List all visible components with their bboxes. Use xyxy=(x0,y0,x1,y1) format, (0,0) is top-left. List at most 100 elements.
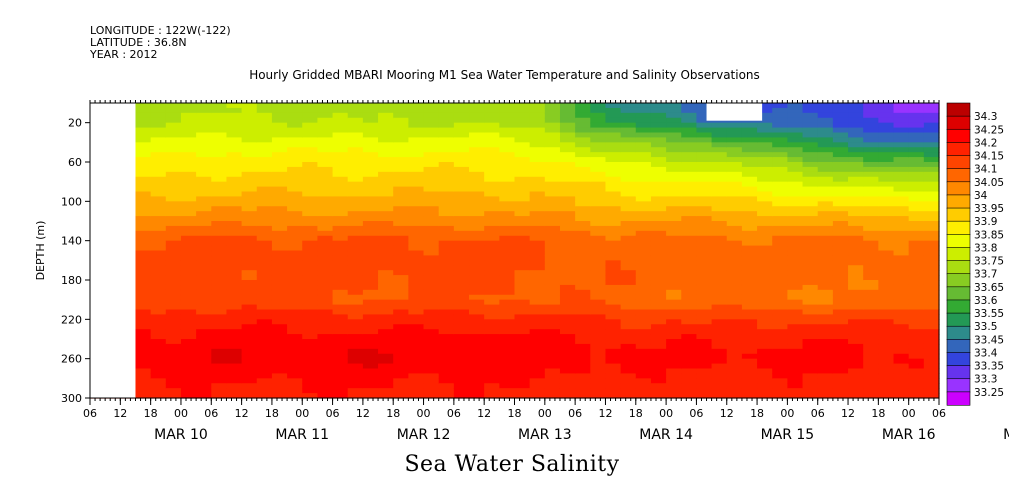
heatmap-cell xyxy=(514,294,531,301)
heatmap-cell xyxy=(332,181,349,188)
heatmap-cell xyxy=(650,309,667,316)
heatmap-cell xyxy=(302,363,319,370)
heatmap-cell xyxy=(165,107,182,114)
heatmap-cell xyxy=(241,211,258,217)
heatmap-cell xyxy=(757,206,773,212)
x-hour-label: 18 xyxy=(144,407,158,420)
heatmap-cell xyxy=(226,206,243,212)
heatmap-cell xyxy=(256,368,273,375)
heatmap-cell xyxy=(757,171,773,178)
heatmap-cell xyxy=(241,265,258,271)
heatmap-cell xyxy=(544,260,561,266)
heatmap-cell xyxy=(620,294,637,301)
heatmap-cell xyxy=(741,368,758,375)
heatmap-cell xyxy=(787,166,804,173)
heatmap-cell xyxy=(347,186,364,193)
heatmap-cell xyxy=(180,250,197,257)
heatmap-cell xyxy=(681,152,698,158)
heatmap-cell xyxy=(923,255,940,261)
heatmap-cell xyxy=(863,319,879,325)
heatmap-cell xyxy=(165,221,182,227)
heatmap-cell xyxy=(666,373,682,379)
heatmap-cell xyxy=(666,334,682,340)
heatmap-cell xyxy=(620,319,637,325)
heatmap-cell xyxy=(332,196,349,202)
heatmap-cell xyxy=(453,176,470,183)
heatmap-cell xyxy=(848,393,864,399)
heatmap-cell xyxy=(923,117,940,124)
heatmap-cell xyxy=(878,270,895,276)
heatmap-cell xyxy=(908,245,925,252)
heatmap-cell xyxy=(772,112,788,119)
heatmap-cell xyxy=(196,245,212,252)
heatmap-cell xyxy=(696,103,713,109)
heatmap-cell xyxy=(863,152,879,158)
heatmap-cell xyxy=(757,191,773,198)
heatmap-cell xyxy=(271,343,288,350)
heatmap-cell xyxy=(650,230,667,237)
heatmap-cell xyxy=(802,373,819,379)
heatmap-cell xyxy=(878,162,895,168)
heatmap-cell xyxy=(514,319,531,325)
heatmap-cell xyxy=(393,270,409,276)
heatmap-cell xyxy=(893,112,910,119)
heatmap-cell xyxy=(393,309,409,316)
heatmap-cell xyxy=(499,294,516,301)
heatmap-cell xyxy=(317,132,334,139)
heatmap-cell xyxy=(271,191,288,198)
heatmap-cell xyxy=(241,112,258,119)
heatmap-cell xyxy=(408,260,425,266)
x-date-label: MAR 13 xyxy=(518,427,572,443)
heatmap-cell xyxy=(757,339,773,345)
heatmap-cell xyxy=(362,211,379,217)
heatmap-cell xyxy=(590,255,607,261)
heatmap-cell xyxy=(908,309,925,316)
heatmap-cell xyxy=(878,319,895,325)
heatmap-cell xyxy=(787,324,804,330)
heatmap-cell xyxy=(438,280,455,286)
heatmap-cell xyxy=(590,383,607,389)
heatmap-cell xyxy=(347,107,364,114)
heatmap-cell xyxy=(741,260,758,266)
heatmap-cell xyxy=(863,343,879,350)
heatmap-cell xyxy=(711,275,728,281)
heatmap-cell xyxy=(878,260,895,266)
heatmap-cell xyxy=(453,260,470,266)
heatmap-cell xyxy=(650,147,667,153)
heatmap-cell xyxy=(575,275,591,281)
heatmap-cell xyxy=(544,147,561,153)
heatmap-cell xyxy=(908,107,925,114)
heatmap-cell xyxy=(590,314,607,320)
heatmap-cell xyxy=(848,240,864,247)
heatmap-cell xyxy=(681,265,698,271)
heatmap-cell xyxy=(499,191,516,198)
heatmap-cell xyxy=(923,343,940,350)
heatmap-cell xyxy=(575,186,591,193)
heatmap-cell xyxy=(408,216,425,222)
heatmap-cell xyxy=(378,319,394,325)
heatmap-cell xyxy=(529,299,546,306)
heatmap-cell xyxy=(484,132,500,139)
heatmap-cell xyxy=(514,339,531,345)
heatmap-cell xyxy=(635,353,652,360)
heatmap-cell xyxy=(681,216,698,222)
heatmap-cell xyxy=(544,171,561,178)
heatmap-cell xyxy=(787,191,804,198)
heatmap-cell xyxy=(135,122,152,129)
heatmap-cell xyxy=(393,255,409,261)
heatmap-cell xyxy=(605,186,622,193)
heatmap-cell xyxy=(150,122,167,129)
heatmap-cell xyxy=(150,270,167,276)
heatmap-cell xyxy=(726,363,743,370)
heatmap-cell xyxy=(438,334,455,340)
heatmap-cell xyxy=(559,368,576,375)
heatmap-cell xyxy=(135,176,152,183)
heatmap-cell xyxy=(317,378,334,384)
heatmap-cell xyxy=(241,230,258,237)
heatmap-cell xyxy=(302,329,319,335)
heatmap-cell xyxy=(893,103,910,109)
heatmap-cell xyxy=(726,122,743,129)
heatmap-cell xyxy=(878,314,895,320)
heatmap-cell xyxy=(135,373,152,379)
heatmap-cell xyxy=(150,181,167,188)
